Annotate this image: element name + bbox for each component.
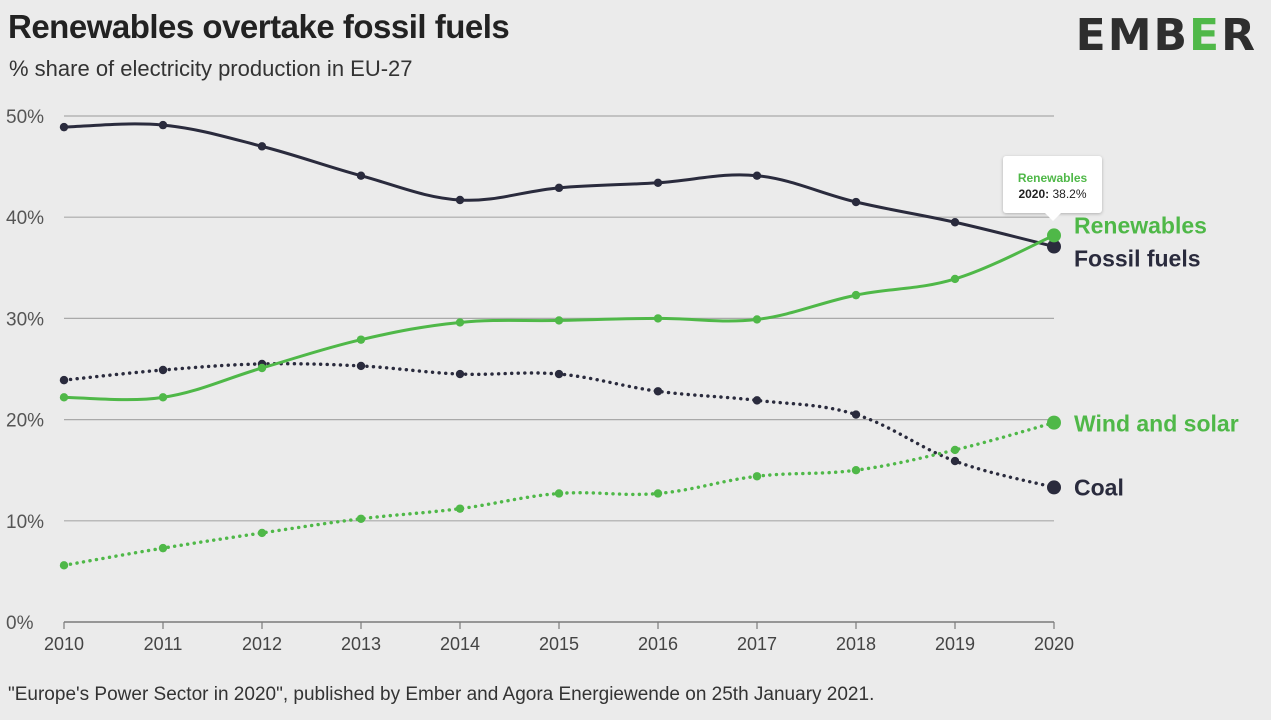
- data-point-wind-and-solar: [59, 561, 69, 570]
- value-tooltip: Renewables 2020: 38.2%: [1003, 156, 1102, 221]
- data-point-renewables: [455, 318, 465, 327]
- source-note: "Europe's Power Sector in 2020", publish…: [8, 684, 875, 705]
- x-tick-label: 2011: [144, 634, 183, 654]
- data-point-wind-and-solar: [455, 504, 465, 513]
- tooltip-year: 2020: [1018, 187, 1046, 201]
- data-point-renewables: [653, 314, 663, 323]
- logo-text-left: EMB: [1075, 10, 1190, 61]
- x-tick-label: 2017: [737, 634, 777, 654]
- data-point-fossil-fuels: [752, 171, 762, 180]
- data-point-coal: [59, 375, 69, 385]
- data-point-renewables: [59, 393, 69, 402]
- data-point-wind-and-solar: [1047, 415, 1061, 430]
- x-tick-label: 2012: [242, 634, 282, 654]
- data-point-coal: [653, 387, 663, 396]
- chart-subtitle: % share of electricity production in EU-…: [9, 56, 413, 81]
- data-point-wind-and-solar: [950, 445, 960, 455]
- tooltip-colon: :: [1045, 187, 1053, 201]
- data-point-renewables: [158, 393, 168, 402]
- y-tick-label: 30%: [6, 309, 44, 330]
- data-point-coal: [356, 361, 366, 371]
- x-tick-label: 2019: [935, 634, 975, 654]
- series-label-wind-and-solar: Wind and solar: [1074, 411, 1239, 437]
- data-point-wind-and-solar: [752, 472, 762, 481]
- series-label-renewables: Renewables: [1074, 212, 1207, 238]
- x-tick-label: 2018: [836, 634, 876, 654]
- data-point-wind-and-solar: [851, 466, 861, 475]
- data-point-fossil-fuels: [59, 122, 69, 132]
- y-tick-label: 40%: [6, 208, 44, 229]
- x-tick-label: 2013: [341, 634, 381, 654]
- data-point-renewables: [851, 290, 861, 300]
- data-point-coal: [554, 369, 564, 379]
- y-tick-label: 20%: [6, 411, 44, 432]
- series-label-fossil-fuels: Fossil fuels: [1074, 246, 1201, 272]
- chart-title: Renewables overtake fossil fuels: [8, 8, 510, 45]
- data-point-renewables: [554, 316, 564, 325]
- y-tick-label: 50%: [6, 107, 44, 128]
- series-label-coal: Coal: [1074, 474, 1124, 500]
- ember-logo: EMBER: [1076, 10, 1257, 61]
- data-point-fossil-fuels: [653, 178, 663, 187]
- data-point-renewables: [257, 363, 267, 373]
- tooltip-series-label: Renewables: [1017, 171, 1088, 185]
- logo-text-right: R: [1221, 10, 1257, 61]
- y-tick-label: 0%: [6, 613, 34, 634]
- data-point-renewables: [356, 335, 366, 344]
- data-point-fossil-fuels: [356, 171, 366, 180]
- data-point-coal: [752, 396, 762, 405]
- data-point-fossil-fuels: [950, 218, 960, 227]
- data-point-fossil-fuels: [158, 120, 168, 130]
- data-point-wind-and-solar: [554, 489, 564, 498]
- y-tick-label: 10%: [6, 512, 44, 533]
- data-point-fossil-fuels: [455, 195, 465, 205]
- data-point-wind-and-solar: [257, 528, 267, 538]
- data-point-coal: [158, 365, 168, 375]
- data-point-fossil-fuels: [554, 183, 564, 193]
- x-tick-label: 2020: [1034, 634, 1074, 654]
- data-point-fossil-fuels: [851, 197, 861, 207]
- x-tick-label: 2015: [539, 634, 579, 654]
- data-point-coal: [851, 410, 861, 419]
- tooltip-value: 38.2%: [1052, 187, 1087, 201]
- data-point-coal: [455, 369, 465, 379]
- data-point-fossil-fuels: [257, 142, 267, 151]
- logo-accent-letter: E: [1189, 10, 1222, 61]
- x-tick-label: 2014: [440, 634, 480, 654]
- data-point-renewables: [752, 315, 762, 324]
- data-point-renewables: [1047, 228, 1061, 243]
- data-point-wind-and-solar: [158, 543, 168, 553]
- x-tick-label: 2010: [44, 634, 84, 654]
- tooltip-value-line: 2020: 38.2%: [1003, 187, 1102, 201]
- data-point-wind-and-solar: [356, 514, 366, 523]
- data-point-coal: [950, 456, 960, 466]
- data-point-wind-and-solar: [653, 489, 663, 498]
- data-point-renewables: [950, 274, 960, 284]
- series-line-coal: [62, 361, 1056, 490]
- data-point-coal: [1047, 480, 1061, 495]
- x-tick-label: 2016: [638, 634, 678, 654]
- data-point-fossil-fuels: [1047, 239, 1061, 254]
